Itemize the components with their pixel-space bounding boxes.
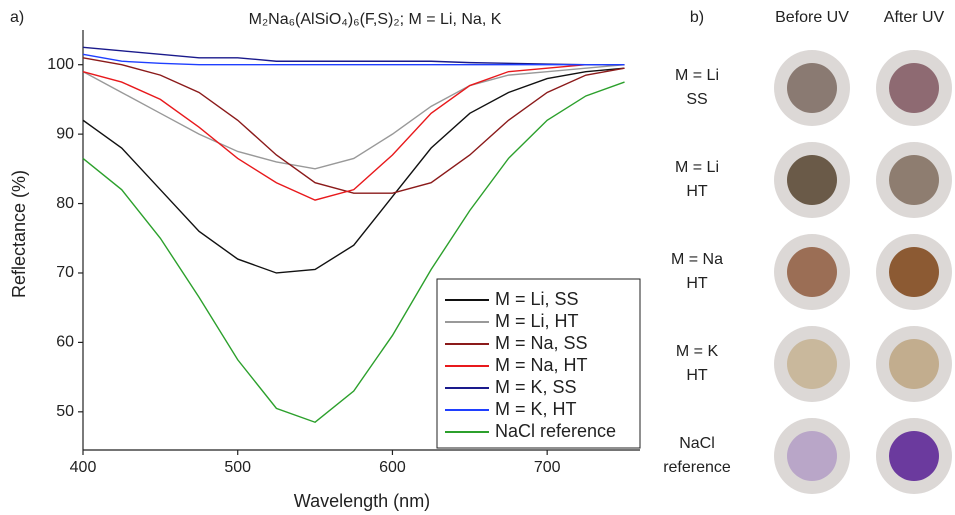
legend-label: M = K, SS — [495, 377, 577, 397]
legend-label: M = Li, HT — [495, 311, 579, 331]
column-header: Before UV — [775, 9, 849, 26]
sample-powder — [787, 63, 837, 113]
sample-powder — [787, 155, 837, 205]
sample-powder — [787, 431, 837, 481]
sample-powder — [889, 63, 939, 113]
row-label: M = Li — [675, 159, 719, 176]
legend-box — [436, 278, 641, 449]
sample-powder — [787, 339, 837, 389]
x-tick-label: 600 — [379, 459, 406, 476]
sample-powder — [889, 339, 939, 389]
x-tick-label: 700 — [534, 459, 561, 476]
y-tick-label: 70 — [56, 264, 74, 281]
x-tick-label: 400 — [70, 459, 97, 476]
line-series — [82, 81, 625, 424]
x-axis-title: Wavelength (nm) — [294, 491, 430, 511]
legend-label: NaCl reference — [495, 421, 616, 441]
legend-label: M = K, HT — [495, 399, 577, 419]
panel-label: b) — [690, 9, 704, 26]
line-series — [82, 46, 625, 66]
legend-label: M = Na, SS — [495, 333, 588, 353]
line-series — [82, 67, 625, 274]
y-tick-label: 60 — [56, 334, 74, 351]
row-label: HT — [686, 275, 708, 292]
sample-powder — [787, 247, 837, 297]
y-tick-label: 50 — [56, 403, 74, 420]
y-tick-label: 80 — [56, 195, 74, 212]
y-tick-label: 100 — [47, 56, 74, 73]
row-label: SS — [686, 91, 707, 108]
line-series — [82, 64, 625, 170]
legend-label: M = Li, SS — [495, 289, 579, 309]
line-series — [82, 57, 625, 194]
line-series — [82, 64, 625, 201]
row-label: M = K — [676, 343, 719, 360]
x-tick-label: 500 — [224, 459, 251, 476]
row-label: HT — [686, 183, 708, 200]
y-tick-label: 90 — [56, 125, 74, 142]
panel-label: a) — [10, 9, 24, 26]
sample-powder — [889, 431, 939, 481]
sample-powder — [889, 247, 939, 297]
row-label: M = Li — [675, 67, 719, 84]
legend-label: M = Na, HT — [495, 355, 588, 375]
line-series — [82, 53, 625, 66]
row-label: HT — [686, 367, 708, 384]
row-label: reference — [663, 459, 731, 476]
chart-title: M₂Na₆(AlSiO₄)₆(F,S)₂; M = Li, Na, K — [249, 11, 502, 28]
y-axis-title: Reflectance (%) — [9, 170, 29, 298]
column-header: After UV — [884, 9, 945, 26]
sample-powder — [889, 155, 939, 205]
row-label: NaCl — [679, 435, 715, 452]
row-label: M = Na — [671, 251, 723, 268]
